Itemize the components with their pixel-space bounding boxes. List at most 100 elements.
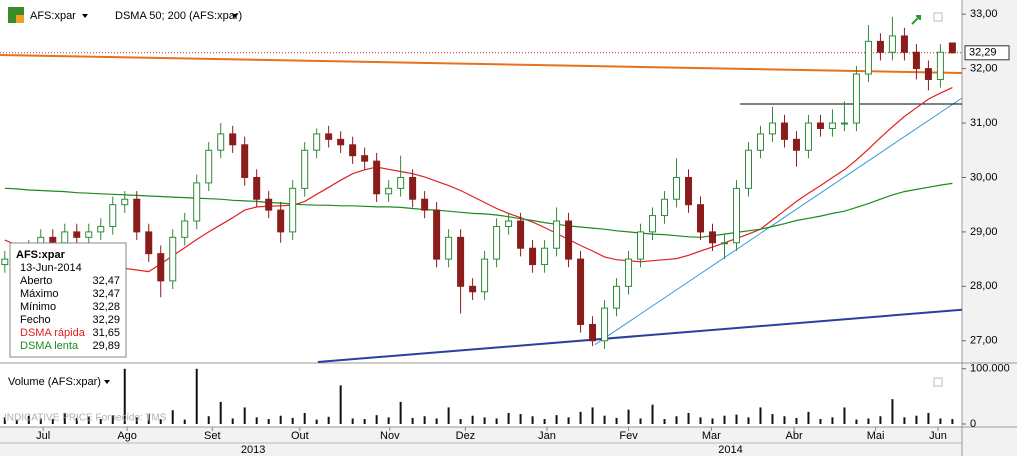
volume-tick-label: 0 xyxy=(970,418,976,430)
volume-bar xyxy=(27,415,30,424)
candle-body xyxy=(61,231,69,244)
volume-bar xyxy=(663,419,666,424)
volume-bar xyxy=(519,414,522,424)
volume-bar xyxy=(495,418,498,424)
info-label: Aberto xyxy=(20,275,52,287)
dropdown-arrow[interactable] xyxy=(82,14,88,18)
candle-body xyxy=(840,122,848,125)
volume-bar xyxy=(567,417,570,424)
candle-body xyxy=(241,144,249,178)
volume-bar xyxy=(219,401,222,424)
candle-body xyxy=(457,236,465,287)
candle-body xyxy=(217,133,225,151)
y-tick-label: 32,00 xyxy=(970,62,998,74)
volume-bar xyxy=(399,401,402,424)
info-series-value: 29,89 xyxy=(92,340,120,352)
candle-body xyxy=(720,242,728,245)
info-value: 32,28 xyxy=(92,301,120,313)
volume-bar xyxy=(15,419,18,424)
volume-bar xyxy=(615,417,618,424)
candle-body xyxy=(433,209,441,260)
candle-body xyxy=(229,133,237,146)
year-label: 2013 xyxy=(241,444,265,456)
x-tick-label: Out xyxy=(291,430,309,442)
volume-bar xyxy=(255,417,258,424)
volume-bar xyxy=(699,417,702,424)
candle-body xyxy=(852,73,860,124)
volume-bar xyxy=(627,409,630,424)
volume-bar xyxy=(507,412,510,424)
candle-body xyxy=(936,51,944,80)
candle-body xyxy=(301,149,309,189)
candle-body xyxy=(709,231,717,244)
volume-bar xyxy=(807,411,810,424)
indicator[interactable]: DSMA 50; 200 (AFS:xpar) xyxy=(115,10,242,22)
candle-body xyxy=(193,182,201,222)
volume-bar xyxy=(735,414,738,424)
ticker[interactable]: AFS:xpar xyxy=(30,10,76,22)
volume-bar xyxy=(195,368,198,424)
volume-bar xyxy=(855,419,858,424)
volume-bar xyxy=(759,407,762,424)
volume-bar xyxy=(939,418,942,424)
volume-title: Volume (AFS:xpar) xyxy=(8,376,101,388)
candle-body xyxy=(421,198,429,211)
moving-average xyxy=(4,182,953,238)
axis-panel xyxy=(962,0,1017,456)
candle-body xyxy=(601,307,609,342)
volume-bar xyxy=(843,407,846,424)
volume-bar xyxy=(915,415,918,424)
x-tick-label: Dez xyxy=(456,430,476,442)
candle-body xyxy=(505,220,513,227)
candle-body xyxy=(756,133,764,151)
volume-bar xyxy=(51,419,54,424)
candle-body xyxy=(157,253,165,282)
volume-bar xyxy=(63,412,66,424)
window-icon[interactable] xyxy=(933,12,943,22)
candle-body xyxy=(481,258,489,293)
candle-body xyxy=(121,198,129,206)
candle-body xyxy=(133,198,141,233)
volume-bar xyxy=(351,418,354,424)
y-tick-label: 27,00 xyxy=(970,335,998,347)
info-label: Máximo xyxy=(20,288,59,300)
volume-bar xyxy=(435,418,438,424)
candle-body xyxy=(625,258,633,287)
volume-bar xyxy=(795,417,798,424)
y-tick-label: 31,00 xyxy=(970,117,998,129)
candle-body xyxy=(900,35,908,53)
candle-body xyxy=(409,176,417,200)
candle-body xyxy=(373,160,381,195)
candle-body xyxy=(553,220,561,249)
y-tick-label: 33,00 xyxy=(970,8,998,20)
volume-bar xyxy=(171,410,174,424)
y-tick-label: 29,00 xyxy=(970,226,998,238)
trend-icon[interactable] xyxy=(911,15,921,25)
candle-body xyxy=(780,122,788,140)
volume-bar xyxy=(87,416,90,424)
candle-body xyxy=(145,231,153,255)
dropdown-arrow[interactable] xyxy=(232,14,238,18)
trendline xyxy=(0,53,963,74)
candle-body xyxy=(493,225,501,260)
candle-body xyxy=(948,42,956,54)
year-label: 2014 xyxy=(718,444,742,456)
candle-body xyxy=(253,176,261,200)
volume-bar xyxy=(123,368,126,424)
x-tick-label: Set xyxy=(204,430,221,442)
volume-bar xyxy=(867,418,870,424)
volume-bar xyxy=(603,415,606,424)
info-ticker: AFS:xpar xyxy=(16,249,66,261)
watermark: INDICATIVE PRICE Fornecido: TMS xyxy=(4,413,167,424)
volume-bar xyxy=(147,414,150,424)
candle-body xyxy=(924,68,932,80)
candle-body xyxy=(697,204,705,233)
dropdown-arrow[interactable] xyxy=(104,380,110,384)
candle-body xyxy=(1,258,9,266)
window-icon[interactable] xyxy=(933,377,943,387)
candle-body xyxy=(73,231,81,238)
candle-body xyxy=(397,176,405,189)
x-tick-label: Jul xyxy=(36,430,50,442)
candle-body xyxy=(888,35,896,53)
